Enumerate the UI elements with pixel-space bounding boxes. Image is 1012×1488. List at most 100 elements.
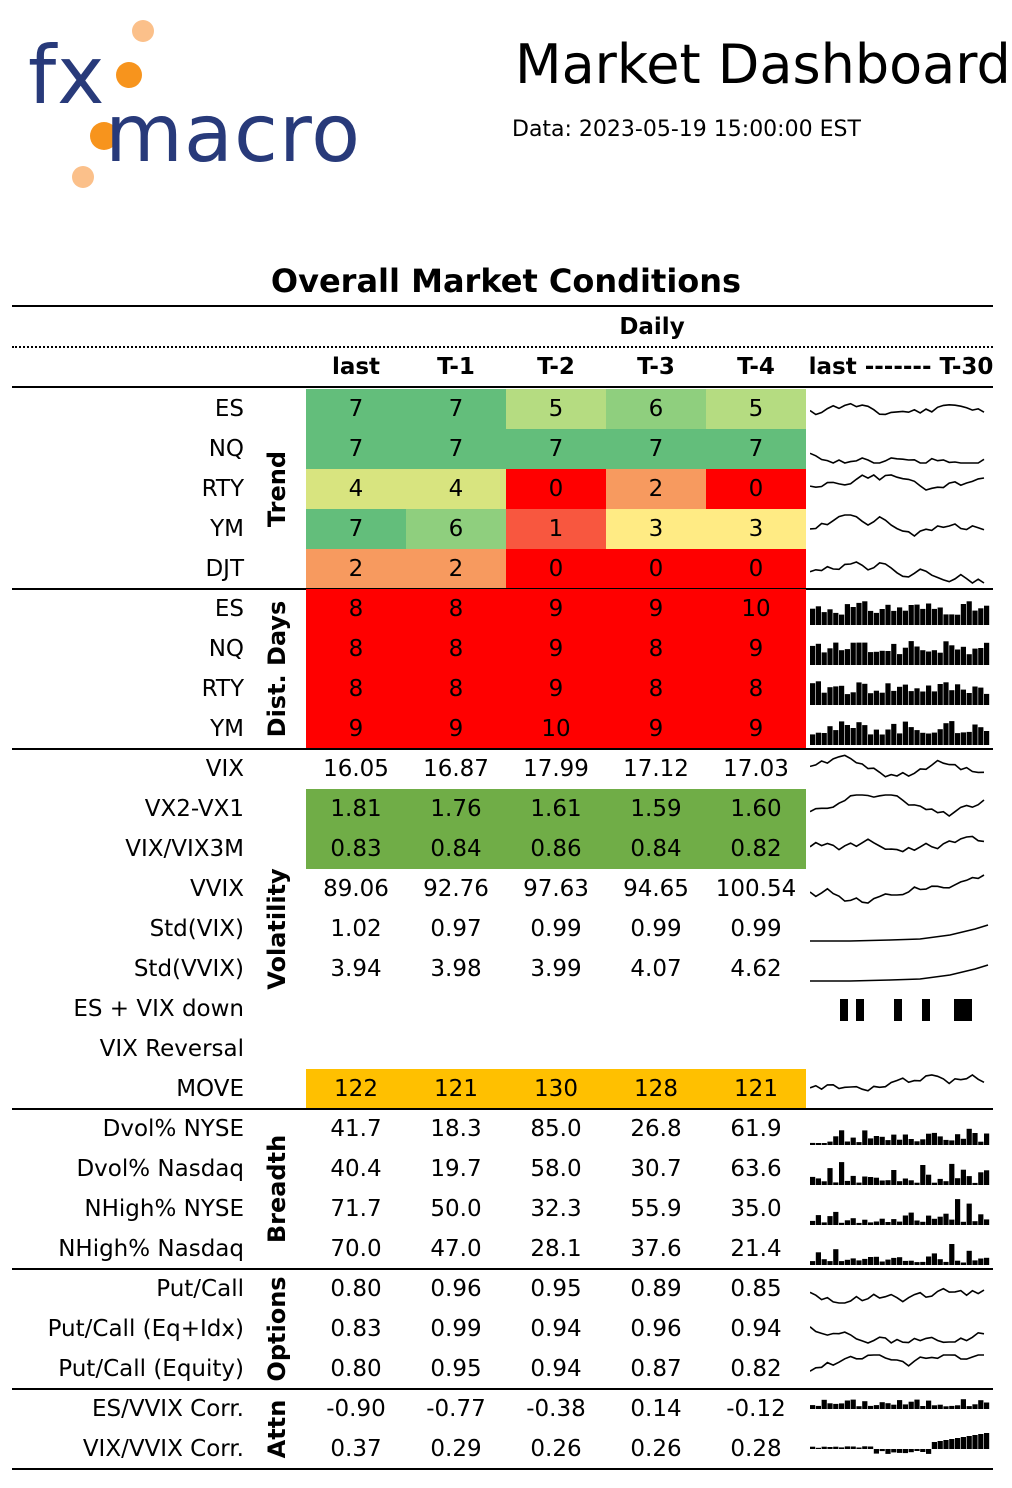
value-cell: 1.59 [606, 789, 706, 829]
sparkline [810, 909, 990, 949]
value-cell: 3.99 [530, 956, 582, 982]
value-cell: 0.99 [730, 916, 782, 942]
value-cell: 1 [506, 509, 606, 549]
value-cell: 0.28 [730, 1436, 782, 1462]
sparkline [810, 749, 990, 789]
value-cell: 16.05 [323, 756, 389, 782]
row-label: Put/Call [156, 1276, 244, 1302]
value-cell: 2 [306, 549, 406, 589]
sparkline [810, 709, 990, 749]
value-cell: 37.6 [630, 1236, 682, 1262]
logo-dot [72, 166, 94, 188]
logo-dot [116, 62, 142, 88]
value-cell: 63.6 [730, 1156, 782, 1182]
value-cell: 1.76 [406, 789, 506, 829]
value-cell: 1.61 [506, 789, 606, 829]
value-cell: 6 [406, 509, 506, 549]
sparkline [810, 1389, 990, 1429]
value-cell: 4.07 [630, 956, 682, 982]
value-cell: 94.65 [623, 876, 689, 902]
column-header: last ------- T-30 [808, 354, 994, 380]
row-label: ES [214, 396, 244, 422]
value-cell: 4 [406, 469, 506, 509]
row-label: NQ [208, 636, 244, 662]
row-label: Dvol% Nasdaq [76, 1156, 244, 1182]
row-label: VIX Reversal [99, 1036, 244, 1062]
value-cell: 0.96 [630, 1316, 682, 1342]
value-cell: 5 [506, 389, 606, 429]
value-cell: 19.7 [430, 1156, 482, 1182]
value-cell: 58.0 [530, 1156, 582, 1182]
value-cell: 8 [406, 589, 506, 629]
value-cell [406, 1029, 506, 1069]
value-cell: 71.7 [330, 1196, 382, 1222]
group-label: Volatility [263, 868, 291, 990]
row-label: NHigh% NYSE [84, 1196, 244, 1222]
row-label: NHigh% Nasdaq [58, 1236, 244, 1262]
sparkline [810, 589, 990, 629]
sparkline [810, 1309, 990, 1349]
sparkline [810, 829, 990, 869]
value-cell: 7 [506, 429, 606, 469]
value-cell [306, 989, 406, 1029]
row-label: VIX/VVIX Corr. [82, 1436, 244, 1462]
row-label: VVIX [189, 876, 244, 902]
page-title: Market Dashboard [515, 33, 1011, 96]
fxmacro-logo: fx macro [20, 18, 390, 198]
value-cell: 0.82 [706, 829, 806, 869]
value-cell: -0.90 [326, 1396, 386, 1422]
value-cell: 0.87 [630, 1356, 682, 1382]
sparkline [810, 509, 990, 549]
value-cell: 0.82 [730, 1356, 782, 1382]
logo-dot [132, 20, 154, 42]
value-cell: 40.4 [330, 1156, 382, 1182]
sparkline [810, 389, 990, 429]
logo-text-fx: fx [28, 29, 106, 122]
column-header: last [331, 354, 381, 380]
value-cell: 61.9 [730, 1116, 782, 1142]
value-cell: 8 [306, 629, 406, 669]
value-cell: 89.06 [323, 876, 389, 902]
value-cell: 3 [606, 509, 706, 549]
group-label: Options [263, 1276, 291, 1382]
row-label: Std(VIX) [149, 916, 244, 942]
value-cell: 0.89 [630, 1276, 682, 1302]
value-cell: 0 [706, 469, 806, 509]
daily-group-header: Daily [619, 314, 685, 340]
value-cell: 85.0 [530, 1116, 582, 1142]
value-cell: 0.99 [630, 916, 682, 942]
value-cell: 0 [606, 549, 706, 589]
value-cell: 55.9 [630, 1196, 682, 1222]
value-cell: -0.77 [426, 1396, 486, 1422]
value-cell: 16.87 [423, 756, 489, 782]
column-header: T-3 [637, 354, 675, 380]
value-cell: 8 [406, 669, 506, 709]
value-cell: 8 [706, 669, 806, 709]
value-cell: 70.0 [330, 1236, 382, 1262]
value-cell: 9 [606, 589, 706, 629]
sparkline [810, 949, 990, 989]
value-cell: 1.81 [306, 789, 406, 829]
value-cell: 128 [606, 1069, 706, 1109]
value-cell: 2 [606, 469, 706, 509]
value-cell: 122 [306, 1069, 406, 1109]
sparkline [810, 1189, 990, 1229]
value-cell: 6 [606, 389, 706, 429]
value-cell: 0.80 [330, 1356, 382, 1382]
sparkline [810, 629, 990, 669]
header-bottom-rule [12, 386, 993, 388]
value-cell: 26.8 [630, 1116, 682, 1142]
value-cell: 7 [406, 389, 506, 429]
row-label: VX2-VX1 [144, 796, 244, 822]
value-cell: 0.99 [530, 916, 582, 942]
value-cell: 0.97 [430, 916, 482, 942]
value-cell: 9 [306, 709, 406, 749]
value-cell: 121 [706, 1069, 806, 1109]
value-cell [406, 989, 506, 1029]
value-cell: 41.7 [330, 1116, 382, 1142]
group-separator [12, 1468, 993, 1470]
row-label: ES [214, 596, 244, 622]
value-cell: 0.95 [430, 1356, 482, 1382]
value-cell: 8 [306, 669, 406, 709]
row-label: DJT [205, 556, 244, 582]
